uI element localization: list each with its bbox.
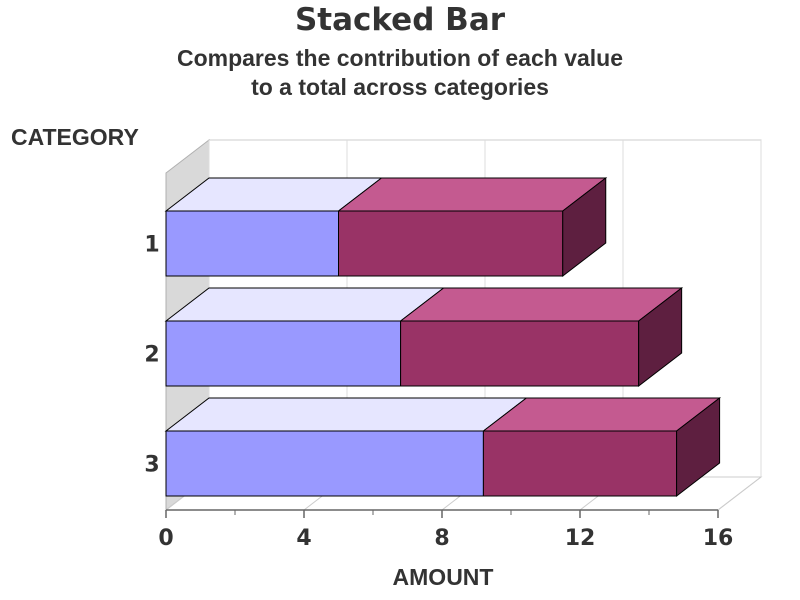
bar-2-1 xyxy=(165,320,402,387)
bar-1-2 xyxy=(338,210,564,277)
bar-3-1 xyxy=(165,430,484,497)
x-tick-label: 0 xyxy=(158,526,173,551)
x-axis-label: AMOUNT xyxy=(392,564,494,590)
x-tick-label: 4 xyxy=(296,526,311,551)
bar-1-1 xyxy=(165,210,339,277)
bar-top-3-1 xyxy=(164,397,528,432)
bar-top-1-2 xyxy=(337,177,608,212)
x-tick-label: 16 xyxy=(703,526,734,551)
bar-side-2 xyxy=(638,286,683,388)
y-tick-label: 2 xyxy=(144,343,159,368)
x-tick-label: 12 xyxy=(565,526,596,551)
bar-top-2-2 xyxy=(399,287,684,322)
bar-top-2-1 xyxy=(164,287,446,322)
y-axis-label: CATEGORY xyxy=(11,124,139,150)
y-tick-label: 3 xyxy=(144,453,159,478)
subtitle-line-2: to a total across categories xyxy=(251,74,549,100)
chart-title: Stacked Bar xyxy=(294,2,506,38)
bar-2-2 xyxy=(400,320,640,387)
y-tick-label: 1 xyxy=(144,233,159,258)
bar-3-2 xyxy=(482,430,678,497)
bar-side-1 xyxy=(562,176,607,278)
chart-subtitle: Compares the contribution of each value … xyxy=(0,44,800,102)
x-tick-label: 8 xyxy=(434,526,449,551)
floor-grid-line xyxy=(717,476,762,511)
subtitle-line-1: Compares the contribution of each value xyxy=(176,45,624,71)
bar-side-3 xyxy=(676,396,721,498)
